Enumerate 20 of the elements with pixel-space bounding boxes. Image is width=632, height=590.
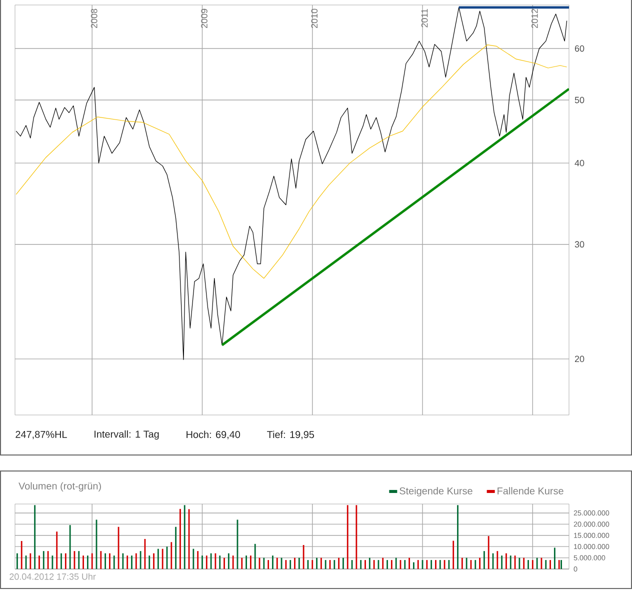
legend-label: Steigende Kurse bbox=[400, 487, 472, 496]
y-tick-label: 60 bbox=[574, 45, 584, 52]
text: 20.04.2012 17:35 Uhr bbox=[10, 573, 96, 580]
y-tick-label: 20 bbox=[574, 356, 584, 362]
text: 247,87%HL bbox=[16, 430, 67, 440]
text: Tief: 19,95 bbox=[267, 430, 314, 440]
x-tick-label: 2012 bbox=[531, 8, 538, 28]
x-tick-label: 2009 bbox=[201, 8, 208, 28]
x-tick-label: 2011 bbox=[421, 8, 428, 28]
x-tick-label: 2010 bbox=[311, 8, 318, 28]
chart-title: Volumen (rot-grün) bbox=[18, 482, 101, 492]
y-tick-label: 40 bbox=[574, 160, 584, 166]
line-series bbox=[16, 44, 568, 279]
line-series bbox=[16, 7, 568, 360]
y-tick-label: 30 bbox=[574, 241, 584, 248]
text: Hoch: 69,40 bbox=[186, 430, 240, 440]
x-tick-label: 2008 bbox=[90, 8, 98, 28]
legend-label: Fallende Kurse bbox=[498, 487, 564, 494]
text: Intervall: 1 Tag bbox=[94, 430, 159, 440]
y-tick-label: 50 bbox=[574, 96, 584, 104]
